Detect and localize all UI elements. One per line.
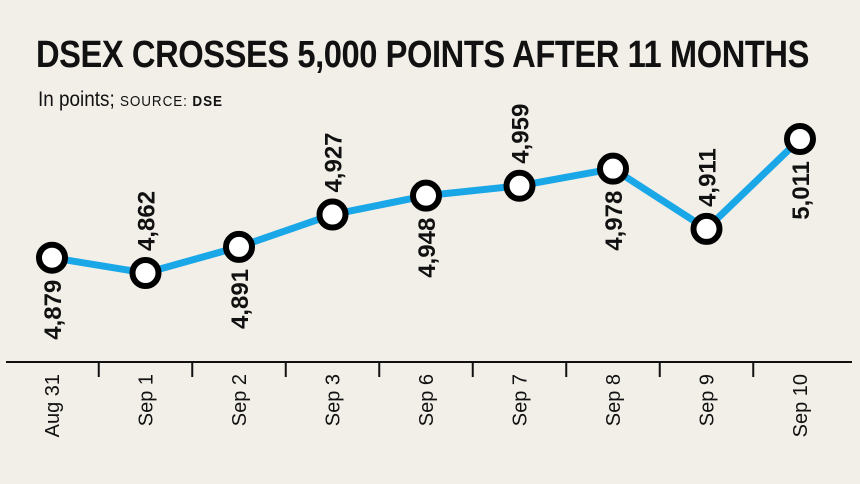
x-tick-label: Sep 7	[510, 374, 532, 426]
data-value-label: 5,011	[788, 161, 815, 220]
x-tick-label: Sep 2	[229, 374, 251, 426]
data-point-marker	[503, 169, 536, 202]
data-point-marker	[316, 198, 349, 231]
source-prefix: SOURCE:	[119, 93, 188, 110]
x-tick-label: Sep 3	[323, 374, 345, 426]
data-value-label: 4,879	[40, 280, 67, 340]
x-axis-ticks	[97, 362, 755, 377]
data-value-label: 4,978	[601, 191, 628, 251]
data-point-markers	[36, 123, 816, 289]
data-point-marker	[597, 152, 629, 185]
data-point-marker	[223, 230, 255, 263]
source-credit: SOURCE: DSE	[120, 93, 223, 110]
x-tick-label: Aug 31	[42, 374, 64, 437]
chart-title: DSEX CROSSES 5,000 POINTS AFTER 11 MONTH…	[36, 34, 809, 76]
x-tick-label: Sep 10	[790, 374, 812, 437]
data-value-label: 4,927	[321, 132, 348, 192]
data-point-marker	[690, 212, 723, 245]
x-tick-label: Sep 1	[136, 374, 158, 426]
unit-text: In points;	[38, 88, 115, 111]
data-value-label: 4,959	[508, 104, 535, 164]
data-value-label: 4,911	[695, 148, 722, 207]
x-tick-label: Sep 8	[603, 374, 625, 426]
data-value-labels: 4,879 4,862 4,891 4,927 4,948 4,959 4,978 4,911…	[40, 104, 815, 340]
data-value-label: 4,862	[134, 191, 161, 251]
chart-subtitle: In points; SOURCE: DSE	[38, 88, 223, 112]
data-value-label: 4,891	[227, 269, 254, 329]
data-value-label: 4,948	[414, 218, 441, 278]
x-axis-tick-labels: Aug 31 Sep 1 Sep 2 Sep 3 Sep 6 Sep 7 Sep 8 Sep …	[42, 374, 812, 437]
source-name: DSE	[192, 93, 223, 110]
x-tick-label: Sep 6	[416, 374, 438, 426]
data-point-marker	[410, 179, 442, 212]
x-tick-label: Sep 9	[697, 374, 719, 426]
data-point-marker	[129, 257, 162, 289]
data-point-marker	[784, 123, 816, 155]
data-point-marker	[36, 241, 68, 274]
